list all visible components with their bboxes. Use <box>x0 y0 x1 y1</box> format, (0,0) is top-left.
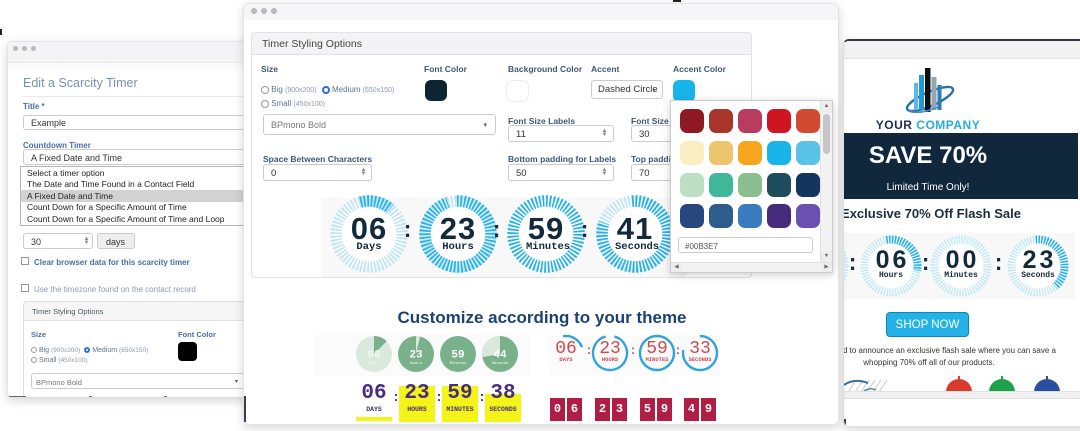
svg-text:59: 59 <box>451 350 464 362</box>
svg-text:44: 44 <box>493 350 507 362</box>
svg-text:23: 23 <box>409 350 423 362</box>
svg-text:Minutes: Minutes <box>450 361 467 366</box>
svg-text:06: 06 <box>367 350 380 362</box>
svg-text:Hours: Hours <box>410 361 423 366</box>
svg-text:Days: Days <box>369 362 379 366</box>
svg-text:Seconds: Seconds <box>492 361 509 366</box>
